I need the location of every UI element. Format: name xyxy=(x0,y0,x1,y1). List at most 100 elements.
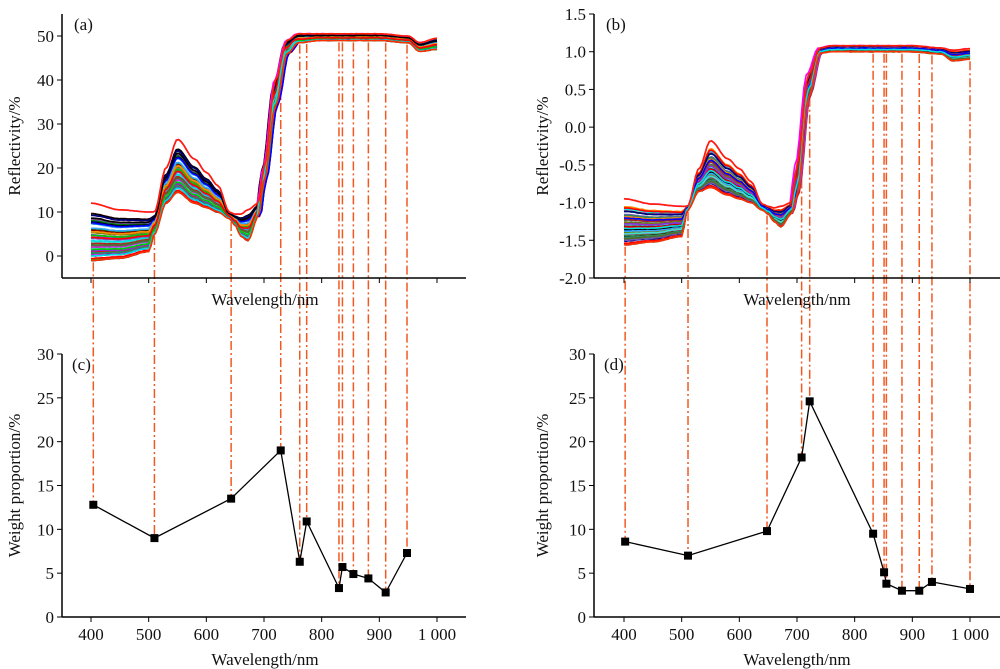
spectrum-curve xyxy=(623,49,970,239)
y-tick-label: -1.0 xyxy=(559,194,586,213)
x-tick-label: 900 xyxy=(367,625,393,644)
weight-marker xyxy=(797,453,806,462)
y-tick-label: 25 xyxy=(569,389,586,408)
weight-marker xyxy=(302,517,311,526)
weight-marker xyxy=(227,494,236,503)
weight-marker xyxy=(276,446,285,455)
x-tick-label: 1 000 xyxy=(951,625,989,644)
panel-d-weight-chart: 0 5 10 15 20 25 30 400 500 600 700 800 900 1 000 (d) We… xyxy=(533,345,1000,669)
y-tick-label: 0.5 xyxy=(565,80,586,99)
panel-b-spectra-chart: -2.0 -1.5 -1.0 -0.5 0.0 0.5 1.0 1.5 (b) Reflectiv… xyxy=(533,5,1000,309)
weight-marker xyxy=(364,574,373,583)
spectrum-curve xyxy=(623,48,970,233)
weight-marker xyxy=(621,537,630,546)
spectrum-curve xyxy=(623,49,971,237)
x-tick-label: 1 000 xyxy=(418,625,456,644)
panel-label: (b) xyxy=(606,15,626,34)
spectrum-curve xyxy=(623,49,971,240)
spectrum-curve xyxy=(623,48,971,230)
y-axis-title: Weight proportion/% xyxy=(533,414,552,558)
y-axis-title: Weight proportion/% xyxy=(5,414,24,558)
y-tick-label: 20 xyxy=(37,433,54,452)
weight-marker xyxy=(927,577,936,586)
spectrum-curve xyxy=(623,49,971,240)
spectrum-curve xyxy=(623,48,970,233)
spectrum-curve xyxy=(624,48,971,233)
weight-marker xyxy=(349,570,358,579)
weight-marker xyxy=(869,529,878,538)
y-tick-label: 0 xyxy=(46,608,55,627)
weight-marker xyxy=(89,500,98,509)
panel-label: (d) xyxy=(604,355,624,374)
y-tick-label: 0 xyxy=(578,608,587,627)
selected-wavelength-guides xyxy=(92,42,971,593)
x-axis-title: Wavelength/nm xyxy=(743,290,850,309)
y-tick-label: 1.0 xyxy=(565,43,586,62)
x-tick-label: 800 xyxy=(842,625,868,644)
weight-marker xyxy=(684,551,693,560)
y-tick-label: 5 xyxy=(578,564,587,583)
y-tick-label: 10 xyxy=(37,520,54,539)
y-tick-label: 0.0 xyxy=(565,118,586,137)
spectrum-curve xyxy=(623,49,971,238)
x-tick-label: 600 xyxy=(194,625,220,644)
y-axis-title: Reflectivity/% xyxy=(5,96,24,195)
y-tick-label: 15 xyxy=(569,477,586,496)
x-tick-label: 600 xyxy=(727,625,753,644)
spectrum-curve-upper xyxy=(90,33,438,215)
spectrum-curve xyxy=(624,49,971,240)
spectrum-curve xyxy=(623,49,971,238)
weight-series-line xyxy=(92,449,408,594)
weight-series-line xyxy=(625,399,971,592)
spectrum-curve xyxy=(624,49,971,238)
y-tick-label: 25 xyxy=(37,389,54,408)
weight-marker xyxy=(338,563,347,572)
panel-label: (a) xyxy=(74,15,93,34)
y-tick-label: 10 xyxy=(37,203,54,222)
x-tick-label: 400 xyxy=(78,625,104,644)
y-tick-label: 40 xyxy=(37,71,54,90)
spectrum-curve xyxy=(623,49,971,239)
spectrum-curve xyxy=(623,50,970,246)
weight-marker xyxy=(882,579,891,588)
y-tick-label: 20 xyxy=(569,433,586,452)
x-tick-label: 900 xyxy=(900,625,926,644)
x-tick-label: 500 xyxy=(136,625,162,644)
weight-marker xyxy=(381,588,390,597)
y-tick-label: -1.5 xyxy=(559,231,586,250)
y-tick-label: -2.0 xyxy=(559,269,586,288)
x-tick-label: 700 xyxy=(784,625,810,644)
y-tick-label: 0 xyxy=(46,247,55,266)
weight-marker xyxy=(334,584,343,593)
y-tick-label: 20 xyxy=(37,159,54,178)
x-tick-label: 700 xyxy=(251,625,277,644)
x-tick-label: 400 xyxy=(611,625,637,644)
weight-marker xyxy=(966,584,974,593)
x-axis-title: Wavelength/nm xyxy=(743,650,850,669)
spectrum-curve xyxy=(623,49,971,236)
x-tick-label: 800 xyxy=(309,625,335,644)
y-tick-label: -0.5 xyxy=(559,156,586,175)
weight-marker xyxy=(897,586,906,595)
weight-marker xyxy=(805,397,814,406)
y-tick-label: 50 xyxy=(37,27,54,46)
spectrum-curve xyxy=(623,48,971,231)
y-tick-label: 30 xyxy=(37,115,54,134)
weight-marker xyxy=(915,586,924,595)
spectrum-curve-upper xyxy=(623,44,971,209)
y-tick-label: 10 xyxy=(569,520,586,539)
spectrum-curve xyxy=(623,49,970,240)
spectrum-curve-lower xyxy=(624,50,970,246)
weight-marker xyxy=(763,527,772,536)
spectrum-curve xyxy=(623,48,971,229)
spectrum-curve xyxy=(624,48,970,230)
spectrum-curve xyxy=(623,48,970,232)
spectrum-curve xyxy=(623,48,970,234)
spectrum-curve-lower xyxy=(91,39,438,262)
spectrum-curve xyxy=(623,49,971,237)
panel-a-spectra-chart: 0 10 20 30 40 50 (a) Reflectivity/% Wavelength/n… xyxy=(5,14,466,309)
spectrum-curve xyxy=(623,48,971,232)
x-axis-title: Wavelength/nm xyxy=(211,290,318,309)
y-tick-label: 15 xyxy=(37,477,54,496)
